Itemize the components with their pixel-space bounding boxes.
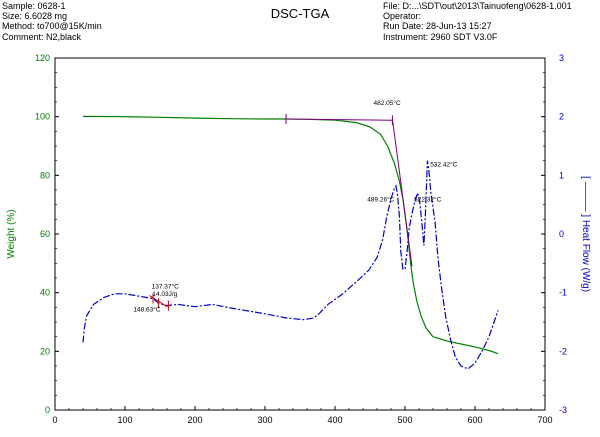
analysis-line [285,118,393,121]
left-y-axis: 0 20 40 60 80 100 120 [35,53,59,415]
annotation-label: 489.26°C [367,196,394,204]
operator-line: Operator: [383,11,421,21]
run-date-line: Run Date: 28-Jun-13 15:27 [383,21,492,31]
right-y-tick-label: -1 [559,288,567,298]
annotation-label: 522.32°C [414,196,441,204]
x-tick-label: 0 [52,415,57,425]
x-tick-label: 300 [257,415,272,425]
comment-line: Comment: N2,black [2,32,82,42]
instrument-line: Instrument: 2960 SDT V3.0F [383,32,498,42]
plot-frame [54,57,546,411]
left-y-tick-label: 40 [40,288,50,298]
header-left: Sample: 0628-1 Size: 6.6028 mg Method: t… [2,1,102,42]
annotation-label: 148.63°C [133,306,160,314]
x-tick-label: 400 [327,415,342,425]
x-tick-label: 600 [467,415,482,425]
x-tick-label: 200 [187,415,202,425]
right-y-axis-label: [ ——— ] Heat Flow (W/g) [580,176,591,292]
right-y-tick-label: 3 [559,53,564,63]
left-y-axis-label: Weight (%) [6,209,17,258]
right-y-tick-label: -2 [559,346,567,356]
annotation-label: 14.03J/g [152,291,177,298]
x-tick-label: 500 [397,415,412,425]
right-y-tick-label: 2 [559,112,564,122]
left-y-tick-label: 100 [35,112,50,122]
left-y-tick-label: 60 [40,229,50,239]
annotation-label: 532.42°C [430,161,457,169]
annotation-label: 137.37°C [152,282,179,290]
annotation-layer: 482.05°C 532.42°C 489.26°C 522.32°C 137.37°C… [133,99,457,314]
chart-title: DSC-TGA [271,6,330,21]
x-tick-label: 700 [537,415,552,425]
sample-line: Sample: 0628-1 [2,1,66,11]
right-y-tick-label: -3 [559,405,567,415]
right-y-axis: -3 -2 -1 0 1 2 3 [541,53,567,415]
right-y-tick-label: 1 [559,170,564,180]
left-y-tick-label: 0 [45,405,50,415]
left-y-tick-label: 120 [35,53,50,63]
method-line: Method: to700@15K/min [2,21,102,31]
right-y-tick-label: 0 [559,229,564,239]
left-y-tick-label: 80 [40,170,50,180]
analysis-line [391,118,413,267]
left-y-tick-label: 20 [40,346,50,356]
marker-layer [149,114,413,311]
x-tick-label: 100 [117,415,132,425]
x-axis: 0 100 200 300 400 500 600 700 [52,406,553,425]
size-line: Size: 6.6028 mg [2,11,67,21]
header-right: File: D:...\SDT\out\2013\Tainuofeng\0628… [383,1,572,42]
weight-line [82,115,499,355]
annotation-label: 482.05°C [374,99,401,107]
series-layer [82,115,499,370]
file-line: File: D:...\SDT\out\2013\Tainuofeng\0628… [383,1,572,11]
